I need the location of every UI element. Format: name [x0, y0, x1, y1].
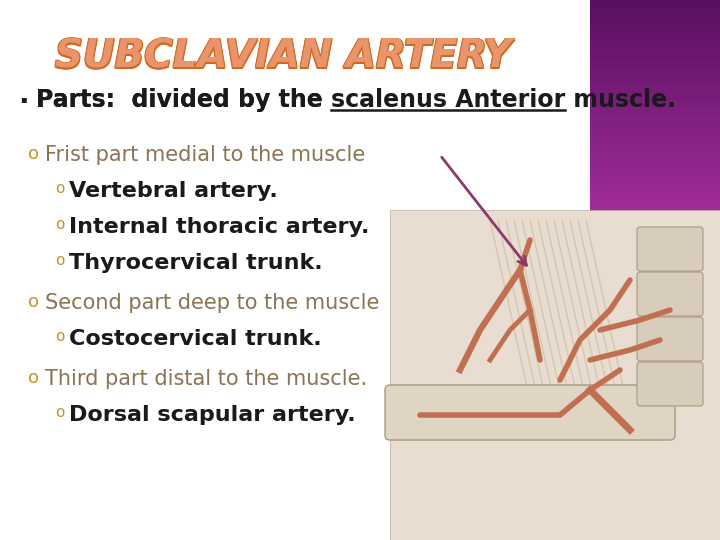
Text: Dorsal scapular artery.: Dorsal scapular artery. [69, 405, 356, 425]
Bar [590, 222, 720, 230]
Bar [590, 46, 720, 53]
Bar [590, 38, 720, 46]
Text: SUBCLAVIAN ARTERY: SUBCLAVIAN ARTERY [55, 38, 511, 76]
Text: SUBCLAVIAN ARTERY: SUBCLAVIAN ARTERY [56, 37, 513, 76]
Bar [390, 210, 720, 540]
Text: SUBCLAVIAN ARTERY: SUBCLAVIAN ARTERY [56, 39, 513, 77]
Bar [590, 115, 720, 123]
Bar [590, 69, 720, 77]
Text: Parts:  divided by the: Parts: divided by the [36, 88, 331, 112]
Bar [590, 199, 720, 207]
Text: SUBCLAVIAN ARTERY: SUBCLAVIAN ARTERY [55, 39, 512, 77]
Bar [590, 192, 720, 199]
Text: SUBCLAVIAN ARTERY: SUBCLAVIAN ARTERY [54, 39, 510, 77]
Text: o: o [28, 145, 39, 163]
Bar [590, 15, 720, 23]
Text: SUBCLAVIAN ARTERY: SUBCLAVIAN ARTERY [55, 37, 511, 75]
Text: scalenus Anterior: scalenus Anterior [331, 88, 565, 112]
Bar [590, 161, 720, 168]
Text: SUBCLAVIAN ARTERY: SUBCLAVIAN ARTERY [55, 39, 511, 77]
Bar [590, 138, 720, 146]
Text: Second part deep to the muscle: Second part deep to the muscle [45, 293, 379, 313]
Text: Frist part medial to the muscle: Frist part medial to the muscle [45, 145, 365, 165]
Bar [590, 153, 720, 161]
Text: SUBCLAVIAN ARTERY: SUBCLAVIAN ARTERY [56, 39, 513, 77]
Text: Third part distal to the muscle.: Third part distal to the muscle. [45, 369, 367, 389]
Bar [590, 92, 720, 100]
Text: SUBCLAVIAN ARTERY: SUBCLAVIAN ARTERY [56, 38, 513, 77]
Bar [590, 107, 720, 115]
Text: Parts:  divided by the: Parts: divided by the [36, 88, 331, 112]
Text: SUBCLAVIAN ARTERY: SUBCLAVIAN ARTERY [56, 38, 513, 76]
Bar [590, 31, 720, 38]
Bar [590, 215, 720, 222]
Text: SUBCLAVIAN ARTERY: SUBCLAVIAN ARTERY [55, 37, 511, 75]
Text: Costocervical trunk.: Costocervical trunk. [69, 329, 322, 349]
Text: o: o [28, 293, 39, 311]
Text: Thyrocervical trunk.: Thyrocervical trunk. [69, 253, 323, 273]
Text: o: o [28, 369, 39, 387]
FancyBboxPatch shape [637, 362, 703, 406]
Bar [590, 123, 720, 130]
Text: SUBCLAVIAN ARTERY: SUBCLAVIAN ARTERY [54, 38, 510, 77]
Bar [590, 62, 720, 69]
Text: SUBCLAVIAN ARTERY: SUBCLAVIAN ARTERY [55, 39, 511, 77]
FancyBboxPatch shape [637, 272, 703, 316]
FancyBboxPatch shape [637, 317, 703, 361]
Bar [590, 23, 720, 31]
Text: SUBCLAVIAN ARTERY: SUBCLAVIAN ARTERY [56, 37, 513, 75]
Bar [590, 130, 720, 138]
Text: SUBCLAVIAN ARTERY: SUBCLAVIAN ARTERY [55, 37, 512, 75]
Text: Internal thoracic artery.: Internal thoracic artery. [69, 217, 369, 237]
Bar [590, 177, 720, 184]
Text: ·: · [18, 88, 29, 116]
FancyBboxPatch shape [637, 227, 703, 271]
Bar [590, 168, 720, 177]
Text: o: o [55, 405, 64, 420]
Text: SUBCLAVIAN ARTERY: SUBCLAVIAN ARTERY [54, 37, 510, 75]
Text: SUBCLAVIAN ARTERY: SUBCLAVIAN ARTERY [54, 38, 510, 76]
Text: o: o [55, 253, 64, 268]
Text: SUBCLAVIAN ARTERY: SUBCLAVIAN ARTERY [55, 37, 511, 75]
Bar [590, 84, 720, 92]
Bar [590, 207, 720, 215]
Text: Vertebral artery.: Vertebral artery. [69, 181, 278, 201]
Text: SUBCLAVIAN ARTERY: SUBCLAVIAN ARTERY [54, 38, 510, 76]
Text: SUBCLAVIAN ARTERY: SUBCLAVIAN ARTERY [54, 39, 510, 77]
Text: o: o [55, 181, 64, 196]
Bar [590, 184, 720, 192]
Text: SUBCLAVIAN ARTERY: SUBCLAVIAN ARTERY [54, 37, 510, 75]
Bar [590, 53, 720, 62]
Text: o: o [55, 329, 64, 344]
Text: SUBCLAVIAN ARTERY: SUBCLAVIAN ARTERY [56, 38, 513, 76]
Text: SUBCLAVIAN ARTERY: SUBCLAVIAN ARTERY [56, 37, 513, 75]
Text: muscle.: muscle. [565, 88, 676, 112]
Bar [590, 0, 720, 8]
Text: o: o [55, 217, 64, 232]
Text: SUBCLAVIAN ARTERY: SUBCLAVIAN ARTERY [55, 39, 511, 77]
Text: SUBCLAVIAN ARTERY: SUBCLAVIAN ARTERY [54, 37, 510, 76]
FancyBboxPatch shape [385, 385, 675, 440]
Bar [590, 100, 720, 107]
Bar [590, 8, 720, 15]
Bar [590, 77, 720, 84]
Bar [590, 146, 720, 153]
